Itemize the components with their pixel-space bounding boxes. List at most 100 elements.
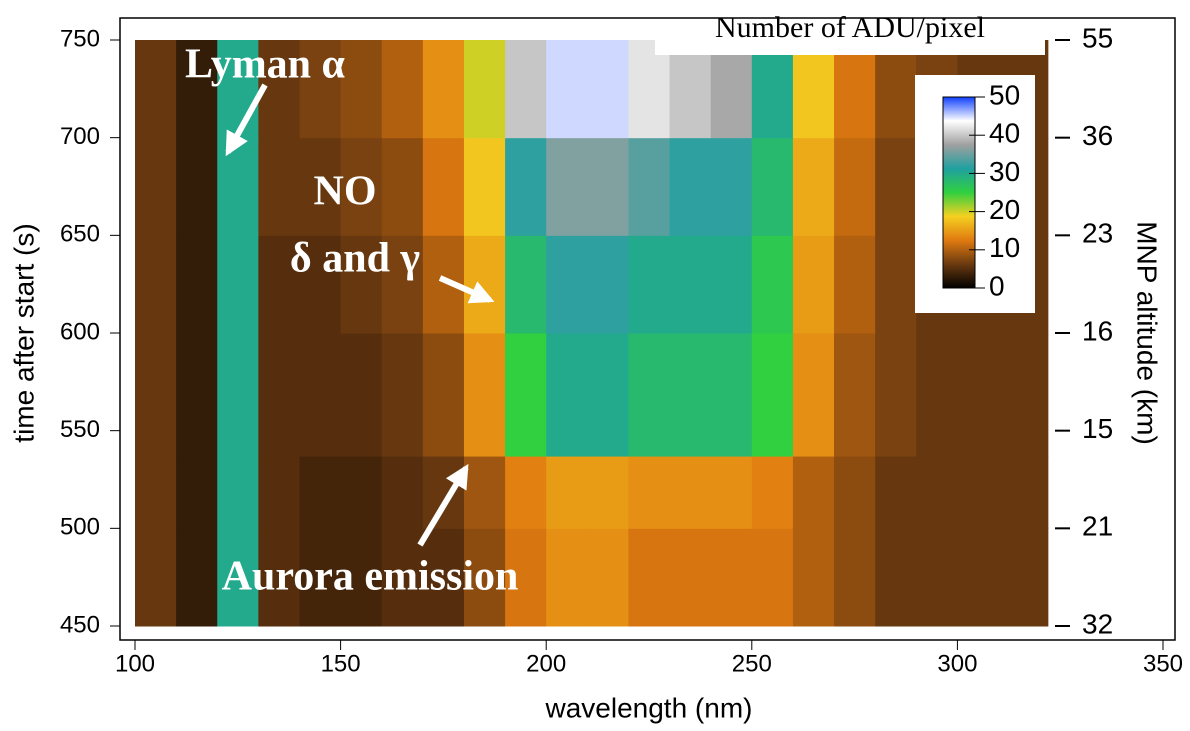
heatmap-cell — [217, 235, 259, 334]
heatmap-cell — [340, 333, 383, 457]
heatmap-cell — [546, 235, 588, 334]
heatmap-cell — [505, 528, 547, 627]
heatmap-cell — [998, 333, 1049, 457]
x-tick-label: 350 — [1143, 650, 1183, 677]
heatmap-cell — [792, 528, 835, 627]
heatmap-cell — [546, 456, 588, 529]
arrow — [225, 83, 268, 157]
heatmap-cell — [381, 137, 424, 236]
heatmap-cell — [422, 528, 465, 627]
heatmap-cell — [217, 528, 259, 627]
heatmap-cell — [751, 137, 794, 236]
y2-tick-label: 55 — [1082, 22, 1113, 53]
heatmap-cell — [505, 137, 547, 236]
y2-tick-label: 32 — [1082, 608, 1113, 639]
heatmap-cell — [875, 235, 917, 334]
heatmap-cell — [669, 40, 712, 139]
heatmap-cell — [176, 333, 218, 457]
heatmap-cell — [299, 456, 342, 529]
heatmap-cell — [135, 235, 177, 334]
heatmap-cell — [834, 137, 876, 236]
y2-tick-label: 15 — [1082, 413, 1113, 444]
heatmap-cell — [463, 40, 506, 139]
colorbar-tick-label: 50 — [989, 79, 1020, 110]
heatmap-cell — [669, 137, 712, 236]
heatmap-cell — [135, 137, 177, 236]
heatmap-cell — [422, 333, 465, 457]
heatmap-cell — [381, 528, 424, 627]
colorbar-tick-label: 40 — [989, 118, 1020, 149]
y-tick-label: 650 — [60, 221, 100, 248]
heatmap — [135, 40, 1049, 627]
heatmap-cell — [628, 137, 671, 236]
heatmap-cell — [875, 333, 917, 457]
heatmap-cell — [135, 333, 177, 457]
heatmap-cell — [217, 456, 259, 529]
heatmap-cell — [916, 528, 958, 627]
heatmap-cell — [792, 137, 835, 236]
plot-frame — [119, 17, 1176, 641]
colorbar-tick-label: 10 — [989, 232, 1020, 263]
heatmap-cell — [299, 333, 342, 457]
heatmap-cell — [381, 456, 424, 529]
heatmap-cell — [217, 40, 259, 139]
heatmap-cell — [463, 456, 506, 529]
y2-axis-label: MNP altitude (km) — [1132, 221, 1163, 445]
heatmap-cell — [628, 235, 671, 334]
heatmap-cell — [916, 333, 958, 457]
heatmap-cell — [710, 528, 753, 627]
heatmap-cell — [176, 40, 218, 139]
y-tick-label: 500 — [60, 514, 100, 541]
heatmap-cell — [135, 528, 177, 627]
heatmap-cell — [340, 137, 383, 236]
y-tick-label: 700 — [60, 123, 100, 150]
heatmap-cell — [505, 40, 547, 139]
heatmap-cell — [258, 456, 300, 529]
heatmap-cell — [792, 456, 835, 529]
y2-tick-label: 23 — [1082, 218, 1113, 249]
heatmap-cell — [340, 40, 383, 139]
heatmap-cell — [546, 528, 588, 627]
heatmap-cell — [381, 40, 424, 139]
heatmap-cell — [628, 333, 671, 457]
heatmap-cell — [751, 333, 794, 457]
heatmap-cell — [340, 456, 383, 529]
heatmap-cell — [340, 235, 383, 334]
heatmap-cell — [957, 333, 1000, 457]
heatmap-cell — [463, 528, 506, 627]
overlay: Number of ADU/pixel wavelength (nm) time… — [8, 5, 1183, 723]
heatmap-cell — [998, 528, 1049, 627]
colorbar-tick-label: 20 — [989, 194, 1020, 225]
heatmap-cell — [669, 456, 712, 529]
y2-tick-label: 21 — [1082, 511, 1113, 542]
heatmap-cell — [546, 333, 588, 457]
y-tick-label: 600 — [60, 318, 100, 345]
heatmap-cell — [834, 40, 876, 139]
y-tick-label: 750 — [60, 25, 100, 52]
heatmap-cell — [299, 40, 342, 139]
heatmap-cell — [710, 456, 753, 529]
heatmap-cell — [587, 333, 629, 457]
heatmap-cell — [505, 456, 547, 529]
heatmap-cell — [834, 333, 876, 457]
y2-tick-label: 36 — [1082, 120, 1113, 151]
heatmap-cell — [463, 333, 506, 457]
heatmap-cell — [751, 40, 794, 139]
heatmap-cell — [792, 333, 835, 457]
y-axis-label: time after start (s) — [8, 223, 39, 442]
heatmap-cell — [710, 333, 753, 457]
heatmap-cell — [299, 235, 342, 334]
y2-tick-label: 16 — [1082, 315, 1113, 346]
colorbar-tick-label: 0 — [989, 270, 1005, 301]
heatmap-cell — [217, 137, 259, 236]
heatmap-cell — [957, 528, 1000, 627]
x-axis-label: wavelength (nm) — [545, 692, 753, 723]
heatmap-cell — [505, 333, 547, 457]
heatmap-cell — [710, 137, 753, 236]
heatmap-cell — [176, 137, 218, 236]
heatmap-cell — [217, 333, 259, 457]
heatmap-cell — [176, 235, 218, 334]
heatmap-cell — [710, 235, 753, 334]
